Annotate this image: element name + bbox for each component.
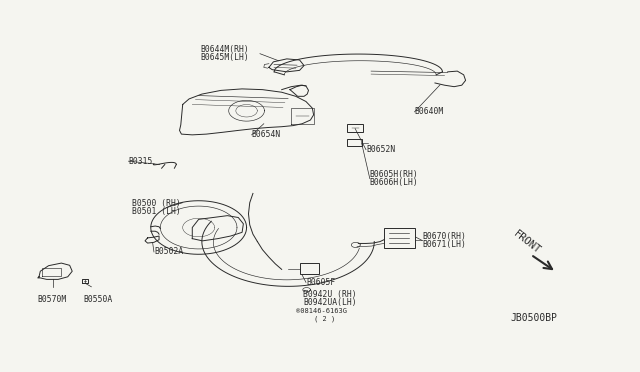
Bar <box>348 139 362 146</box>
Text: B0570M: B0570M <box>38 295 67 304</box>
Text: ®08146-6163G: ®08146-6163G <box>296 308 347 314</box>
Text: B0502A: B0502A <box>154 247 183 256</box>
Text: FRONT: FRONT <box>511 229 542 256</box>
Text: B0605H(RH): B0605H(RH) <box>370 170 419 179</box>
Text: B0654N: B0654N <box>252 130 281 140</box>
Text: B0671(LH): B0671(LH) <box>422 240 466 249</box>
Text: B0550A: B0550A <box>84 295 113 304</box>
Text: B0500 (RH): B0500 (RH) <box>132 199 180 208</box>
Text: B0605F: B0605F <box>306 278 335 287</box>
Text: B0942UA(LH): B0942UA(LH) <box>303 298 357 307</box>
Text: ( 2 ): ( 2 ) <box>314 315 335 321</box>
Text: B0670(RH): B0670(RH) <box>422 232 466 241</box>
Text: B0640M: B0640M <box>415 108 444 116</box>
Text: B0606H(LH): B0606H(LH) <box>370 178 419 187</box>
Bar <box>300 263 319 274</box>
Text: JB0500BP: JB0500BP <box>510 312 557 323</box>
Text: B0645M(LH): B0645M(LH) <box>200 53 249 62</box>
Bar <box>384 228 415 248</box>
Bar <box>348 124 364 132</box>
Text: B0942U (RH): B0942U (RH) <box>303 290 357 299</box>
Text: B0652N: B0652N <box>366 145 396 154</box>
Text: B0644M(RH): B0644M(RH) <box>200 45 249 54</box>
Text: B0315: B0315 <box>129 157 153 166</box>
Text: B0501 (LH): B0501 (LH) <box>132 207 180 216</box>
